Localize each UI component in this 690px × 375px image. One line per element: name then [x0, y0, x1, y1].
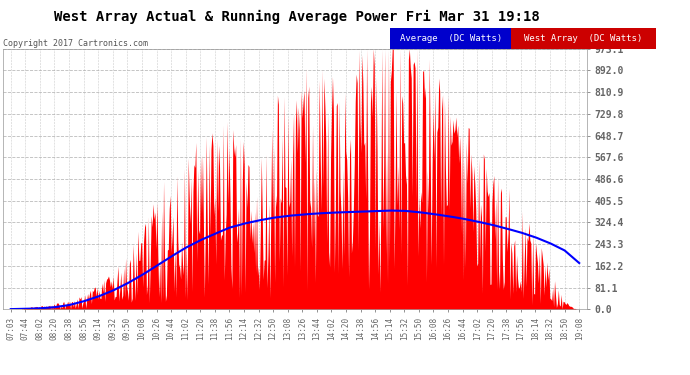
- Text: Copyright 2017 Cartronics.com: Copyright 2017 Cartronics.com: [3, 39, 148, 48]
- Text: West Array  (DC Watts): West Array (DC Watts): [524, 34, 642, 43]
- Text: West Array Actual & Running Average Power Fri Mar 31 19:18: West Array Actual & Running Average Powe…: [54, 9, 540, 24]
- Text: Average  (DC Watts): Average (DC Watts): [400, 34, 502, 43]
